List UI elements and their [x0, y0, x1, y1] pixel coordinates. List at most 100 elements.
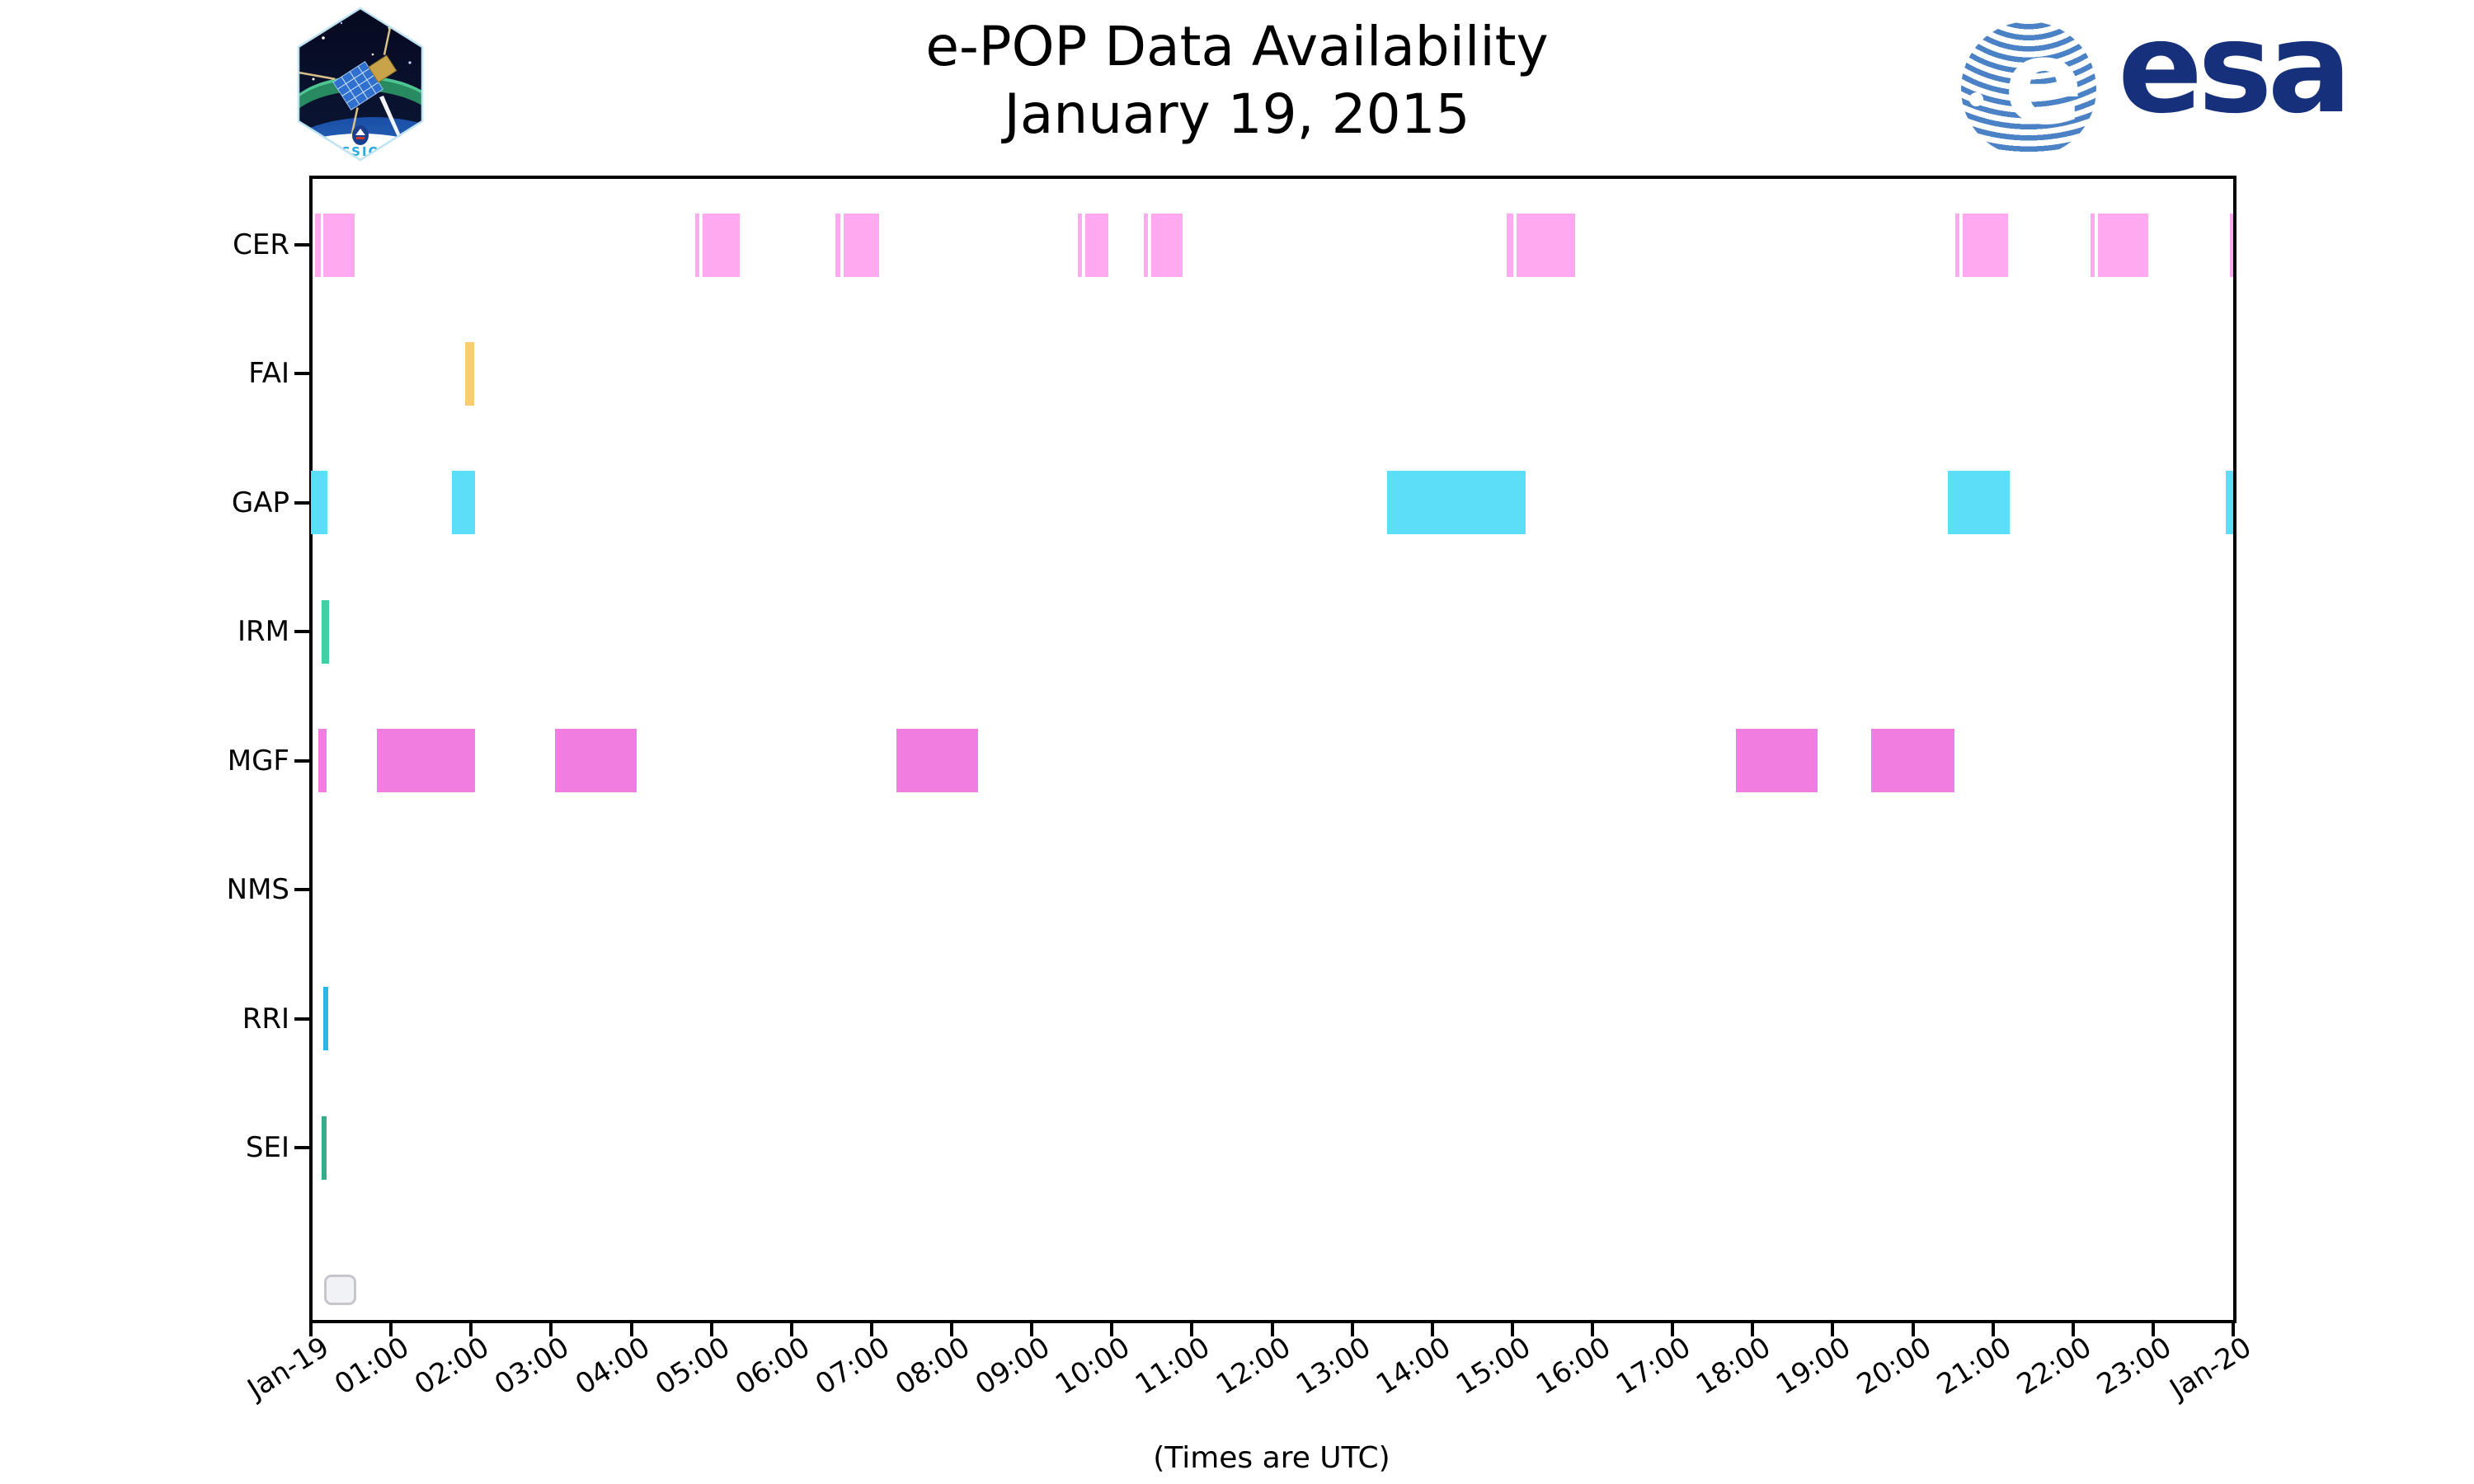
hex-border	[297, 7, 424, 162]
x-tick-mark	[1510, 1320, 1514, 1336]
x-tick-label: 09:00	[970, 1331, 1056, 1402]
chart-title: e-POP Data Availability	[925, 15, 1549, 78]
availability-bar-fai	[465, 341, 475, 406]
x-tick-mark	[1350, 1320, 1354, 1336]
availability-bar-mgf	[1870, 729, 1954, 793]
availability-bar-cer	[843, 213, 879, 277]
y-tick-mark	[294, 500, 311, 505]
x-tick-mark	[1030, 1320, 1034, 1336]
availability-bar-cer	[2091, 213, 2095, 277]
availability-bar-cer	[1516, 213, 1575, 277]
y-tick-label-rri: RRI	[242, 1002, 289, 1036]
availability-bar-cer	[1085, 213, 1109, 277]
y-tick-label-irm: IRM	[238, 615, 289, 649]
x-tick-label: 15:00	[1450, 1331, 1537, 1402]
y-tick-label-fai: FAI	[248, 357, 289, 391]
x-tick-label: 07:00	[809, 1331, 896, 1402]
availability-bar-gap	[2226, 471, 2233, 535]
x-tick-mark	[1110, 1320, 1114, 1336]
x-tick-label: 13:00	[1290, 1331, 1376, 1402]
availability-bar-gap	[451, 471, 476, 535]
esa-globe-letter: e	[2004, 21, 2084, 151]
y-tick-mark	[294, 243, 311, 247]
y-tick-mark	[294, 372, 311, 376]
availability-bar-cer	[1507, 213, 1513, 277]
legend-box	[324, 1275, 356, 1305]
availability-bar-mgf	[555, 729, 637, 793]
x-tick-label: 04:00	[569, 1331, 656, 1402]
x-tick-mark	[1190, 1320, 1194, 1336]
cassiope-logo: CASSIOPE	[297, 7, 424, 162]
x-tick-label: 22:00	[2011, 1331, 2097, 1402]
x-tick-mark	[1430, 1320, 1434, 1336]
x-tick-mark	[2151, 1320, 2155, 1336]
availability-bar-mgf	[896, 729, 979, 793]
x-tick-mark	[2232, 1320, 2235, 1336]
x-tick-mark	[2071, 1320, 2075, 1336]
x-tick-label: 16:00	[1530, 1331, 1617, 1402]
availability-bar-cer	[695, 213, 700, 277]
x-tick-mark	[1991, 1320, 1995, 1336]
y-tick-mark	[294, 888, 311, 892]
x-tick-label: 10:00	[1050, 1331, 1136, 1402]
availability-bar-gap	[1387, 471, 1526, 535]
x-tick-label: 17:00	[1611, 1331, 1697, 1402]
x-tick-mark	[1831, 1320, 1835, 1336]
y-tick-label-sei: SEI	[245, 1131, 289, 1164]
x-tick-mark	[789, 1320, 793, 1336]
x-tick-mark	[629, 1320, 633, 1336]
x-tick-label: 20:00	[1851, 1331, 1937, 1402]
x-tick-mark	[950, 1320, 953, 1336]
x-tick-mark	[1751, 1320, 1755, 1336]
y-tick-mark	[294, 630, 311, 634]
x-axis-label: (Times are UTC)	[1153, 1441, 1390, 1475]
availability-bar-cer	[702, 213, 740, 277]
y-tick-mark	[294, 758, 311, 763]
x-tick-label: 01:00	[329, 1331, 416, 1402]
availability-bar-cer	[1150, 213, 1183, 277]
availability-bar-sei	[321, 1115, 327, 1180]
x-tick-label: Jan-20	[2164, 1331, 2258, 1407]
y-tick-label-cer: CER	[233, 228, 289, 261]
x-tick-label: 05:00	[649, 1331, 736, 1402]
x-tick-label: Jan-19	[242, 1331, 336, 1407]
esa-logo: e esa	[1961, 0, 2352, 161]
y-tick-mark	[294, 1017, 311, 1021]
availability-bar-cer	[1954, 213, 1959, 277]
availability-bar-mgf	[317, 729, 327, 793]
esa-wordmark: esa	[2118, 0, 2352, 141]
x-tick-label: 11:00	[1130, 1331, 1216, 1402]
availability-bar-cer	[835, 213, 840, 277]
cassiope-label: CASSIOPE	[319, 144, 401, 159]
availability-bar-gap	[311, 471, 328, 535]
x-tick-label: 08:00	[889, 1331, 976, 1402]
x-tick-label: 18:00	[1691, 1331, 1777, 1402]
y-tick-label-mgf: MGF	[227, 744, 289, 777]
x-tick-mark	[1270, 1320, 1274, 1336]
x-tick-label: 23:00	[2091, 1331, 2178, 1402]
x-tick-mark	[709, 1320, 713, 1336]
x-tick-mark	[309, 1320, 313, 1336]
x-tick-mark	[1671, 1320, 1675, 1336]
availability-bar-cer	[1078, 213, 1083, 277]
x-tick-mark	[469, 1320, 473, 1336]
x-tick-label: 02:00	[409, 1331, 496, 1402]
esa-globe-dot	[1969, 92, 1983, 106]
availability-bar-cer	[2230, 213, 2233, 277]
x-tick-label: 12:00	[1210, 1331, 1296, 1402]
x-tick-label: 19:00	[1771, 1331, 1857, 1402]
x-tick-mark	[1591, 1320, 1594, 1336]
availability-bar-cer	[1144, 213, 1148, 277]
x-tick-mark	[869, 1320, 873, 1336]
aurora	[299, 79, 422, 109]
availability-bar-irm	[321, 599, 330, 664]
availability-bar-mgf	[1735, 729, 1818, 793]
satellite	[299, 27, 397, 140]
availability-bar-gap	[1948, 471, 2011, 535]
availability-bar-cer	[2097, 213, 2149, 277]
y-tick-mark	[294, 1146, 311, 1149]
availability-bar-cer	[314, 213, 321, 277]
x-tick-label: 06:00	[729, 1331, 816, 1402]
x-tick-mark	[389, 1320, 393, 1336]
